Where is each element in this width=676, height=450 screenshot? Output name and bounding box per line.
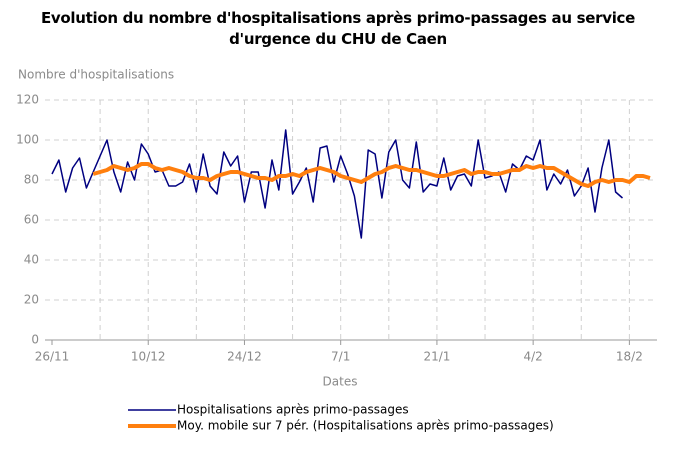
y-tick-label: 40 xyxy=(24,253,39,267)
y-tick-label: 20 xyxy=(24,293,39,307)
series-line xyxy=(51,129,623,239)
series-line xyxy=(92,162,651,188)
legend-label: Hospitalisations après primo-passages xyxy=(177,403,409,417)
x-tick-label: 7/1 xyxy=(331,350,350,364)
x-tick-label: 21/1 xyxy=(423,350,450,364)
x-tick-label: 24/12 xyxy=(227,350,262,364)
y-tick-label: 100 xyxy=(16,133,39,147)
y-tick-label: 80 xyxy=(24,173,39,187)
x-tick-label: 26/11 xyxy=(35,350,70,364)
chart-title: Evolution du nombre d'hospitalisations a… xyxy=(40,9,636,48)
legend-label: Moy. mobile sur 7 pér. (Hospitalisations… xyxy=(177,419,554,433)
y-tick-label: 60 xyxy=(24,213,39,227)
x-tick-label: 10/12 xyxy=(131,350,166,364)
y-tick-label: 120 xyxy=(16,93,39,107)
y-tick-label: 0 xyxy=(31,333,39,347)
x-tick-label: 18/2 xyxy=(616,350,643,364)
x-tick-label: 4/2 xyxy=(523,350,542,364)
x-axis-label: Dates xyxy=(323,375,358,389)
y-axis-label: Nombre d'hospitalisations xyxy=(18,68,174,82)
